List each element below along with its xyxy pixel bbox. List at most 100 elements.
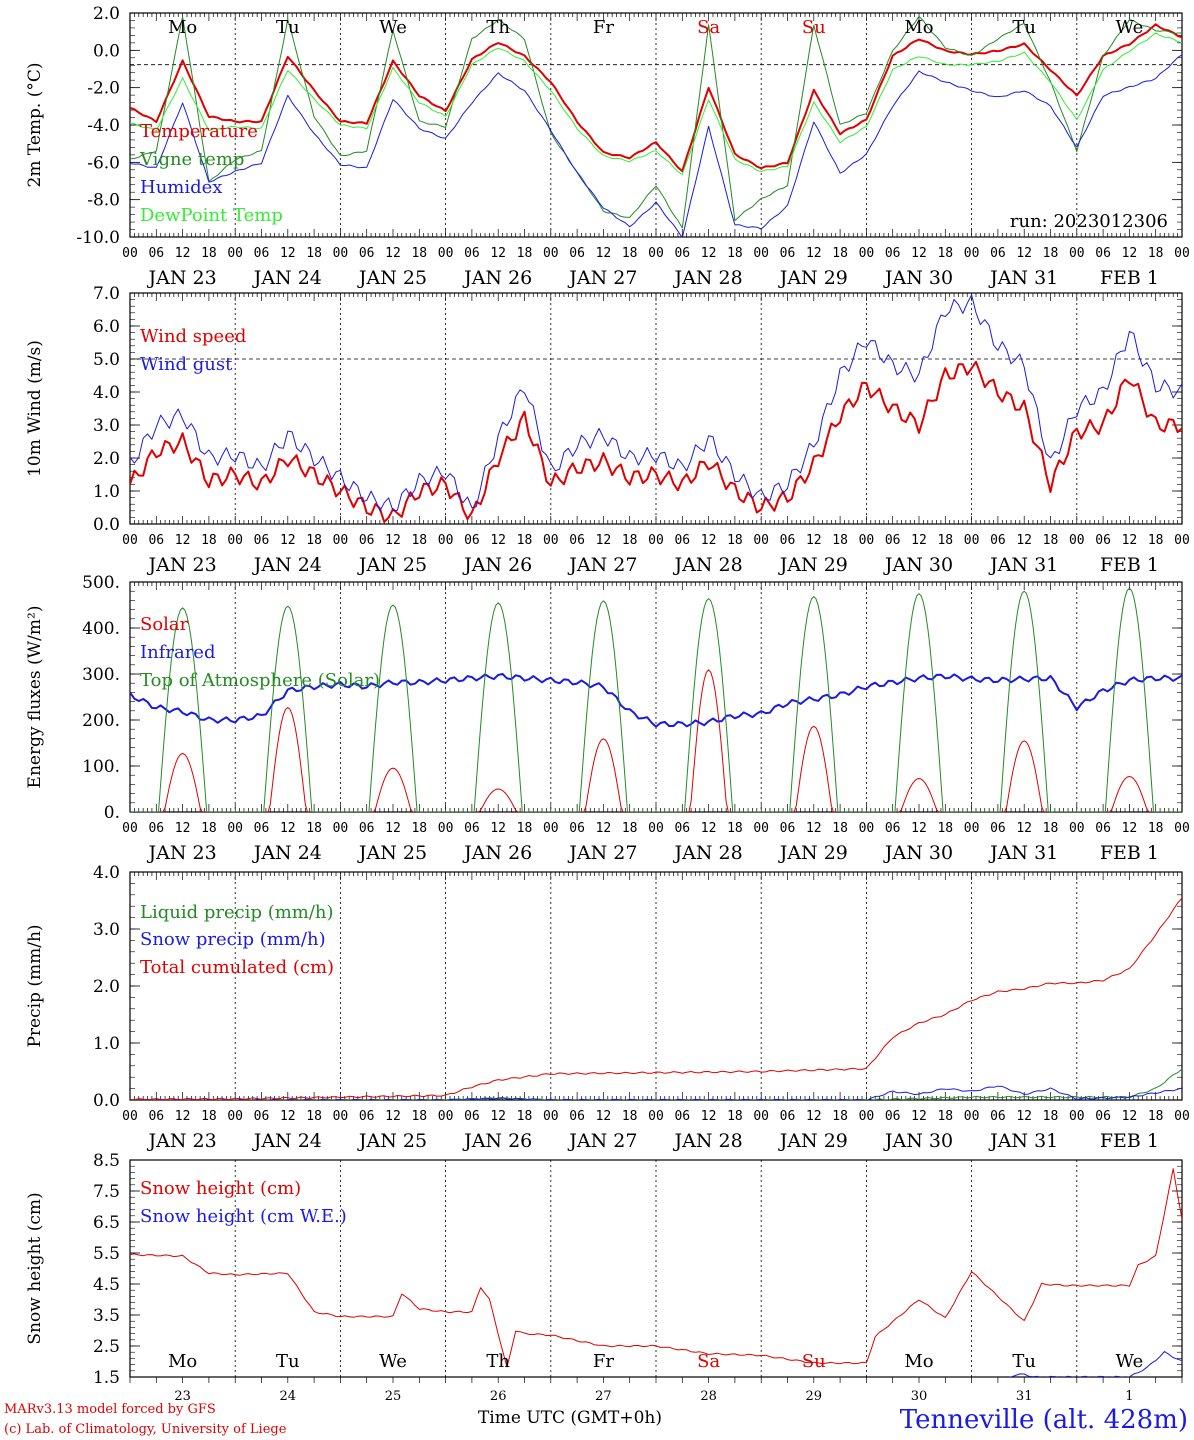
- x-hour-label: 18: [1148, 821, 1164, 836]
- x-hour-label: 12: [806, 246, 822, 261]
- panel-4: 0.0 1.0 2.0 3.0 4.0 Precip (mm/h) Liquid preci…: [25, 863, 1190, 1152]
- x-hour-label: 18: [832, 821, 848, 836]
- x-hour-label: 18: [727, 533, 743, 548]
- x-hour-label: 00: [227, 246, 243, 261]
- x-hour-label: 18: [622, 821, 638, 836]
- x-hour-label: 00: [227, 821, 243, 836]
- x-hour-label: 12: [1016, 533, 1032, 548]
- y-tick-label: 0.0: [93, 1091, 120, 1111]
- day-name: We: [1116, 17, 1144, 38]
- series-line-temperature: [130, 23, 1182, 173]
- x-hour-label: 06: [1095, 533, 1111, 548]
- series-line-infrared: [130, 673, 1182, 728]
- y-tick-label: 300.: [82, 665, 120, 685]
- x-hour-label: 06: [885, 246, 901, 261]
- x-hour-label: 00: [543, 1109, 559, 1124]
- x-date-label: JAN 23: [147, 842, 217, 864]
- x-date-label: JAN 27: [567, 554, 637, 576]
- x-hour-label: 18: [622, 533, 638, 548]
- x-hour-label: 06: [569, 821, 585, 836]
- y-tick-label: -6.0: [87, 153, 120, 173]
- x-date-label: FEB 1: [1100, 554, 1159, 576]
- x-date-label: JAN 28: [673, 842, 743, 864]
- series-group: [130, 1168, 1182, 1377]
- x-hour-label: 06: [990, 1109, 1006, 1124]
- x-hour-label: 00: [1174, 1109, 1190, 1124]
- x-hour-label: 00: [1069, 246, 1085, 261]
- day-name: Mo: [168, 17, 197, 38]
- x-hour-label: 06: [990, 533, 1006, 548]
- y-tick-label: 500.: [82, 573, 120, 593]
- legend-entry: DewPoint Temp: [140, 205, 283, 226]
- x-hour-label: 12: [911, 1109, 927, 1124]
- x-hour-label: 18: [1148, 533, 1164, 548]
- x-hour-label: 00: [1069, 1109, 1085, 1124]
- x-hour-label: 06: [569, 1109, 585, 1124]
- y-tick-label: 200.: [82, 711, 120, 731]
- series-group: [130, 897, 1182, 1100]
- x-date-label: JAN 29: [778, 1130, 848, 1152]
- panel-3: 0. 100. 200. 300. 400. 500. Energy fluxes (W/m…: [25, 573, 1190, 864]
- x-date-label: JAN 31: [988, 267, 1058, 289]
- x-hour-label: 12: [490, 1109, 506, 1124]
- day-name: We: [379, 17, 407, 38]
- x-hour-label: 06: [464, 1109, 480, 1124]
- x-day-number: 30: [911, 1389, 928, 1404]
- x-hour-label: 12: [1122, 821, 1138, 836]
- x-hour-label: 00: [1174, 821, 1190, 836]
- x-hour-label: 12: [806, 533, 822, 548]
- x-hour-label: 12: [1016, 821, 1032, 836]
- x-hour-label: 18: [937, 533, 953, 548]
- x-hour-label: 12: [911, 821, 927, 836]
- x-date-label: JAN 28: [673, 554, 743, 576]
- series-line-snow-height-cm-w-e: [1006, 1351, 1182, 1377]
- x-hour-label: 12: [596, 821, 612, 836]
- legend-entry: Total cumulated (cm): [140, 957, 334, 978]
- x-hour-label: 06: [254, 533, 270, 548]
- y-tick-label: 5.5: [93, 1244, 120, 1264]
- x-hour-label: 00: [753, 1109, 769, 1124]
- x-hour-label: 18: [1043, 533, 1059, 548]
- x-date-label: FEB 1: [1100, 1130, 1159, 1152]
- x-hour-label: 18: [1043, 821, 1059, 836]
- x-date-label: JAN 26: [462, 842, 532, 864]
- x-hour-label: 18: [517, 246, 533, 261]
- x-hour-label: 12: [911, 246, 927, 261]
- credits-line-1: MARv3.13 model forced by GFS: [4, 1402, 216, 1417]
- x-hour-label: 00: [859, 533, 875, 548]
- x-date-label: JAN 28: [673, 1130, 743, 1152]
- legend-entry: Wind speed: [140, 326, 246, 347]
- x-hour-label: 06: [464, 246, 480, 261]
- x-hour-label: 06: [148, 821, 164, 836]
- x-hour-label: 12: [385, 533, 401, 548]
- x-date-label: JAN 30: [883, 1130, 953, 1152]
- x-date-label: JAN 27: [567, 842, 637, 864]
- x-date-label: JAN 30: [883, 267, 953, 289]
- x-hour-label: 12: [490, 533, 506, 548]
- x-hour-label: 00: [964, 246, 980, 261]
- x-hour-label: 06: [885, 821, 901, 836]
- x-date-label: JAN 29: [778, 554, 848, 576]
- x-hour-label: 12: [806, 821, 822, 836]
- x-day-number: 25: [385, 1389, 402, 1404]
- x-hour-label: 06: [885, 1109, 901, 1124]
- day-name: Tu: [276, 1351, 300, 1372]
- x-date-label: JAN 30: [883, 842, 953, 864]
- y-tick-label: 2.0: [93, 977, 120, 997]
- day-name: Tu: [276, 17, 300, 38]
- y-tick-label: 8.5: [93, 1151, 120, 1171]
- x-hour-label: 00: [964, 1109, 980, 1124]
- x-hour-label: 00: [964, 821, 980, 836]
- x-date-label: JAN 23: [147, 554, 217, 576]
- x-hour-label: 06: [1095, 1109, 1111, 1124]
- legend-entry: Humidex: [140, 177, 222, 198]
- y-tick-label: 4.5: [93, 1275, 120, 1295]
- series-line-solar: [130, 669, 1182, 812]
- x-hour-label: 18: [201, 533, 217, 548]
- x-hour-label: 00: [438, 821, 454, 836]
- y-tick-label: 6.5: [93, 1213, 120, 1233]
- x-hour-label: 00: [333, 533, 349, 548]
- x-hour-label: 18: [832, 533, 848, 548]
- y-axis-label: Energy fluxes (W/m²): [25, 606, 45, 789]
- x-hour-label: 12: [596, 1109, 612, 1124]
